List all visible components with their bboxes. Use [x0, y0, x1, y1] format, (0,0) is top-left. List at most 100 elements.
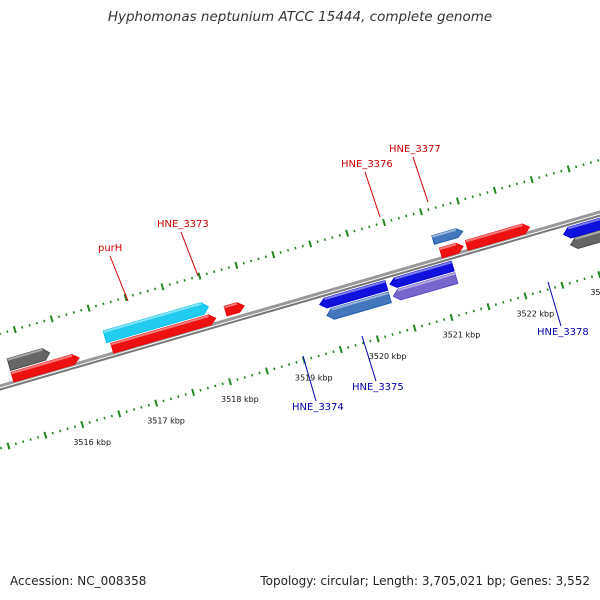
tick-mark: [191, 388, 196, 397]
tick-mark: [412, 212, 415, 216]
tick-mark: [486, 191, 489, 194]
backbone-line-0: [0, 210, 600, 388]
tick-mark: [73, 425, 77, 429]
feature-rev-gray: [569, 230, 600, 250]
tick-mark: [110, 414, 113, 418]
tick-mark: [539, 290, 542, 294]
tick-mark: [442, 203, 445, 207]
tick-mark: [360, 227, 363, 231]
feature-highlight: [103, 302, 202, 333]
tick-mark: [80, 308, 83, 312]
tick-mark: [131, 293, 135, 297]
tick-mark: [234, 261, 239, 269]
tick-mark: [117, 410, 122, 418]
tick-mark: [205, 272, 208, 276]
feature-fwd-steel-small: [431, 228, 464, 245]
tick-mark: [28, 323, 31, 327]
tick-mark: [288, 363, 291, 366]
tick-mark: [29, 438, 32, 441]
tick-mark: [273, 367, 276, 371]
scale-tick-label: 3520 kbp: [369, 352, 407, 361]
tick-mark: [486, 303, 491, 311]
scale-labels: 3516 kbp 3517 kbp 3518 kbp 3519 kbp 3520 kbp…: [73, 288, 600, 447]
gene-label: HNE_3373: [157, 219, 209, 230]
feature-highlight: [439, 243, 457, 250]
tick-mark: [280, 365, 283, 369]
tick-mark: [12, 325, 17, 334]
tick-mark: [139, 291, 142, 295]
tick-mark: [427, 208, 430, 212]
backbone: [0, 210, 600, 391]
label-leader: [361, 335, 377, 382]
feature-highlight: [224, 302, 238, 309]
tick-mark: [206, 386, 209, 390]
feature-rev-purple: [392, 272, 459, 301]
tick-mark: [22, 440, 25, 444]
tick-mark: [43, 431, 48, 439]
tick-mark: [258, 371, 261, 375]
tick-mark: [36, 435, 40, 439]
tick-mark: [132, 408, 136, 411]
tick-mark: [140, 406, 143, 409]
tick-mark: [324, 352, 328, 356]
tick-mark: [80, 420, 85, 429]
tick-mark: [502, 301, 505, 304]
tick-mark: [390, 218, 393, 222]
tick-mark: [412, 324, 417, 332]
feature-fwd-gray-1: [6, 348, 51, 372]
tick-mark: [264, 255, 267, 259]
tick-mark: [492, 186, 497, 194]
tick-mark: [384, 335, 387, 339]
tick-mark: [117, 298, 120, 301]
label-leader: [412, 156, 429, 203]
tick-mark: [494, 303, 498, 306]
label-leader: [302, 355, 317, 402]
tick-mark: [21, 326, 24, 329]
tick-mark: [501, 186, 504, 190]
gene-label: HNE_3376: [341, 159, 393, 170]
tick-mark: [125, 410, 128, 414]
tick-mark: [221, 382, 224, 386]
tick-mark: [434, 206, 437, 209]
tick-mark: [465, 311, 468, 315]
gene-label: HNE_3375: [352, 382, 404, 393]
tick-mark: [65, 313, 68, 316]
tick-mark: [560, 281, 565, 289]
tick-mark: [279, 251, 282, 254]
tick-mark: [455, 197, 460, 205]
tick-mark: [589, 161, 592, 164]
scale-tick-label: 3518 kbp: [221, 395, 259, 404]
tick-mark: [516, 296, 520, 300]
tick-mark: [72, 311, 75, 314]
tick-mark: [286, 248, 290, 252]
tick-mark: [574, 165, 578, 169]
tick-mark: [251, 373, 254, 377]
tick-mark: [523, 292, 528, 300]
tick-mark: [271, 250, 276, 259]
tick-mark: [109, 300, 112, 304]
feature-fwd-red-2: [110, 314, 217, 354]
feature-track: [6, 217, 600, 383]
tick-mark: [168, 283, 171, 286]
tick-mark: [227, 266, 231, 269]
tick-mark: [154, 399, 159, 407]
tick-mark: [160, 283, 165, 291]
feature-highlight: [465, 224, 523, 243]
gene-label: purH: [98, 243, 122, 254]
gene-label: HNE_3377: [389, 144, 441, 155]
tick-mark: [102, 302, 105, 306]
tick-mark: [95, 418, 99, 422]
tick-mark: [213, 270, 216, 274]
scale-tick-label: 3516 kbp: [73, 438, 111, 447]
label-leader: [180, 231, 199, 277]
tick-mark: [369, 339, 372, 343]
tick-mark: [214, 384, 217, 388]
tick-mark: [546, 288, 549, 291]
feature-rev-blue-3: [562, 217, 600, 239]
feature-highlight: [7, 348, 43, 361]
tick-mark: [464, 197, 467, 201]
tick-mark: [478, 193, 482, 197]
tick-mark: [6, 442, 11, 450]
tick-mark: [345, 229, 350, 237]
